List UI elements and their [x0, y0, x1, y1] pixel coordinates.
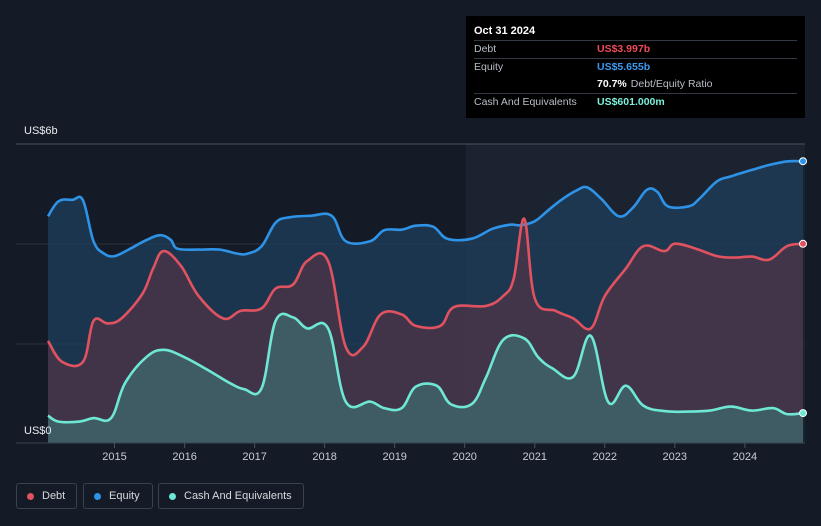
- legend-equity-dot: [94, 492, 101, 500]
- tooltip-debt-label: Debt: [474, 43, 497, 55]
- tooltip-ratio-label: Debt/Equity Ratio: [630, 78, 713, 90]
- tooltip-date: Oct 31 2024: [474, 25, 536, 37]
- x-tick-label: 2018: [312, 451, 336, 463]
- cash-end-point: [799, 409, 807, 418]
- legend-item-cash[interactable]: Cash And Equivalents: [158, 483, 304, 509]
- equity-series-line: [46, 159, 804, 258]
- y-axis-max-label: US$6b: [24, 125, 58, 137]
- tooltip-equity-label: Equity: [474, 61, 504, 73]
- line-layer: [46, 159, 804, 424]
- tooltip-row-cash: Cash And Equivalents US$601.000m: [474, 93, 797, 111]
- legend-equity-label: Equity: [109, 490, 140, 502]
- tooltip-cash-label: Cash And Equivalents: [474, 96, 577, 108]
- debt-end-point: [799, 239, 807, 248]
- data-tooltip: Oct 31 2024 Debt US$3.997b Equity US$5.6…: [466, 16, 805, 118]
- x-tick-label: 2022: [593, 451, 617, 463]
- legend-cash-dot: [169, 492, 176, 500]
- debt-series-line: [46, 217, 804, 368]
- legend-item-equity[interactable]: Equity: [83, 483, 153, 509]
- tooltip-cash-value: US$601.000m: [597, 96, 665, 108]
- tooltip-row-ratio: 70.7% Debt/Equity Ratio: [474, 76, 797, 93]
- x-tick-layer: 2015 2016 2017 2018 2019 2020 2021 2022 2023 2024: [102, 443, 757, 463]
- x-tick-label: 2017: [242, 451, 266, 463]
- end-dots-layer: [799, 157, 807, 418]
- x-tick-label: 2023: [663, 451, 687, 463]
- tooltip-debt-value: US$3.997b: [597, 43, 651, 55]
- legend-debt-dot: [27, 492, 34, 500]
- x-tick-label: 2016: [172, 451, 196, 463]
- tooltip-row-equity: Equity US$5.655b: [474, 58, 797, 76]
- x-tick-label: 2024: [733, 451, 757, 463]
- x-tick-label: 2020: [452, 451, 476, 463]
- legend-cash-label: Cash And Equivalents: [184, 490, 292, 502]
- tooltip-equity-value: US$5.655b: [597, 61, 651, 73]
- y-axis-min-label: US$0: [24, 425, 52, 437]
- equity-end-point: [799, 157, 807, 166]
- x-tick-label: 2021: [523, 451, 547, 463]
- x-tick-label: 2015: [102, 451, 126, 463]
- legend-item-debt[interactable]: Debt: [16, 483, 77, 509]
- tooltip-row-debt: Debt US$3.997b: [474, 40, 797, 58]
- cash-series-line: [47, 312, 804, 424]
- x-tick-label: 2019: [382, 451, 406, 463]
- cash-area: [48, 313, 803, 443]
- legend-debt-label: Debt: [42, 490, 66, 502]
- tooltip-ratio-value: 70.7%: [597, 78, 627, 90]
